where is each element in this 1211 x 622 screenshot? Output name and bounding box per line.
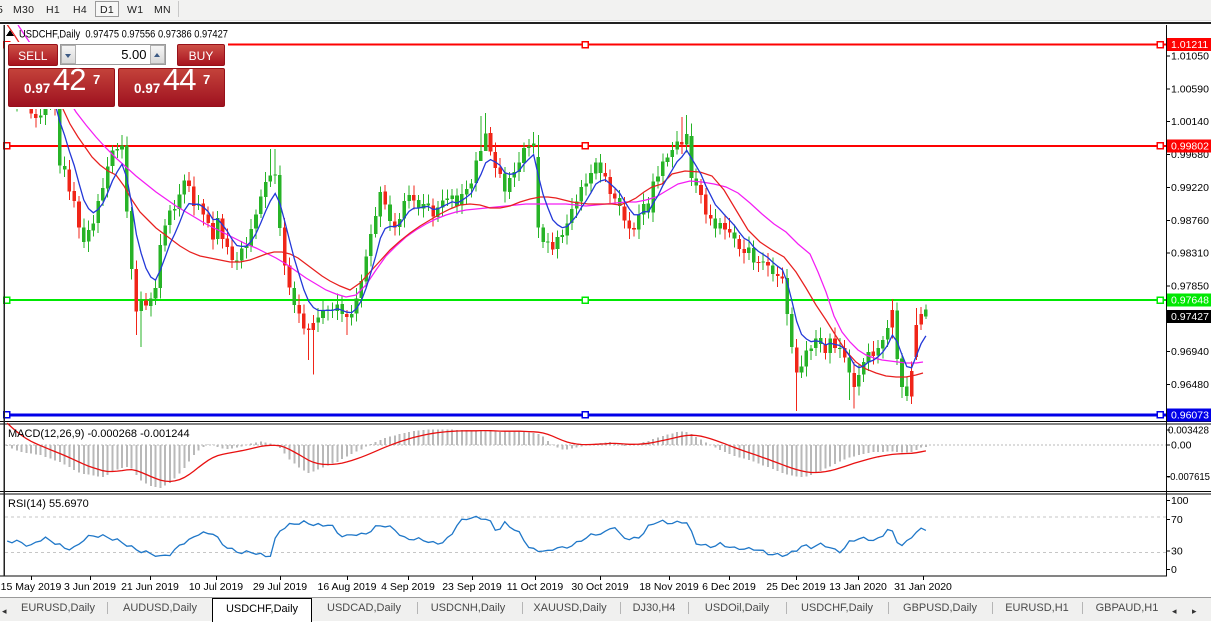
svg-text:0.003428: 0.003428 (1168, 426, 1209, 437)
svg-text:25 Dec 2019: 25 Dec 2019 (766, 581, 826, 593)
svg-text:0.96940: 0.96940 (1171, 346, 1209, 358)
svg-text:1.00590: 1.00590 (1171, 84, 1209, 96)
svg-text:13 Jan 2020: 13 Jan 2020 (829, 581, 887, 593)
svg-text:0.99802: 0.99802 (1171, 140, 1209, 152)
svg-text:RSI(14) 55.6970: RSI(14) 55.6970 (8, 498, 89, 510)
svg-text:11 Oct 2019: 11 Oct 2019 (507, 581, 564, 593)
svg-text:0.98310: 0.98310 (1171, 248, 1209, 260)
svg-text:MACD(12,26,9) -0.000268 -0.001: MACD(12,26,9) -0.000268 -0.001244 (8, 428, 190, 440)
svg-text:USDCHF,Daily 0.97475 0.97556: USDCHF,Daily 0.97475 0.97556 0.97386 0.9… (19, 29, 228, 41)
svg-text:0.99220: 0.99220 (1171, 182, 1209, 194)
svg-text:23 Sep 2019: 23 Sep 2019 (442, 581, 502, 593)
svg-text:21 Jun 2019: 21 Jun 2019 (121, 581, 179, 593)
svg-text:15 May 2019: 15 May 2019 (1, 581, 62, 593)
svg-text:0.96073: 0.96073 (1171, 409, 1209, 421)
svg-text:0.97648: 0.97648 (1171, 295, 1209, 307)
svg-text:30: 30 (1171, 546, 1183, 558)
svg-text:6 Dec 2019: 6 Dec 2019 (702, 581, 756, 593)
svg-text:-0.007615: -0.007615 (1167, 472, 1210, 483)
svg-text:3 Jun 2019: 3 Jun 2019 (64, 581, 116, 593)
svg-text:1.01050: 1.01050 (1171, 51, 1209, 63)
svg-text:0.00: 0.00 (1171, 440, 1192, 452)
svg-text:31 Jan 2020: 31 Jan 2020 (894, 581, 952, 593)
svg-text:0.97427: 0.97427 (1171, 311, 1209, 323)
svg-text:0.98760: 0.98760 (1171, 215, 1209, 227)
svg-text:10 Jul 2019: 10 Jul 2019 (189, 581, 243, 593)
svg-text:0.96480: 0.96480 (1171, 379, 1209, 391)
svg-text:70: 70 (1171, 514, 1183, 526)
svg-text:29 Jul 2019: 29 Jul 2019 (253, 581, 307, 593)
svg-text:1.00140: 1.00140 (1171, 116, 1209, 128)
svg-text:1.01211: 1.01211 (1171, 39, 1208, 51)
svg-text:16 Aug 2019: 16 Aug 2019 (318, 581, 377, 593)
svg-text:18 Nov 2019: 18 Nov 2019 (639, 581, 699, 593)
svg-text:30 Oct 2019: 30 Oct 2019 (571, 581, 628, 593)
svg-text:100: 100 (1171, 495, 1189, 507)
svg-text:4 Sep 2019: 4 Sep 2019 (381, 581, 435, 593)
svg-text:0: 0 (1171, 564, 1177, 576)
svg-text:0.97850: 0.97850 (1171, 281, 1209, 293)
